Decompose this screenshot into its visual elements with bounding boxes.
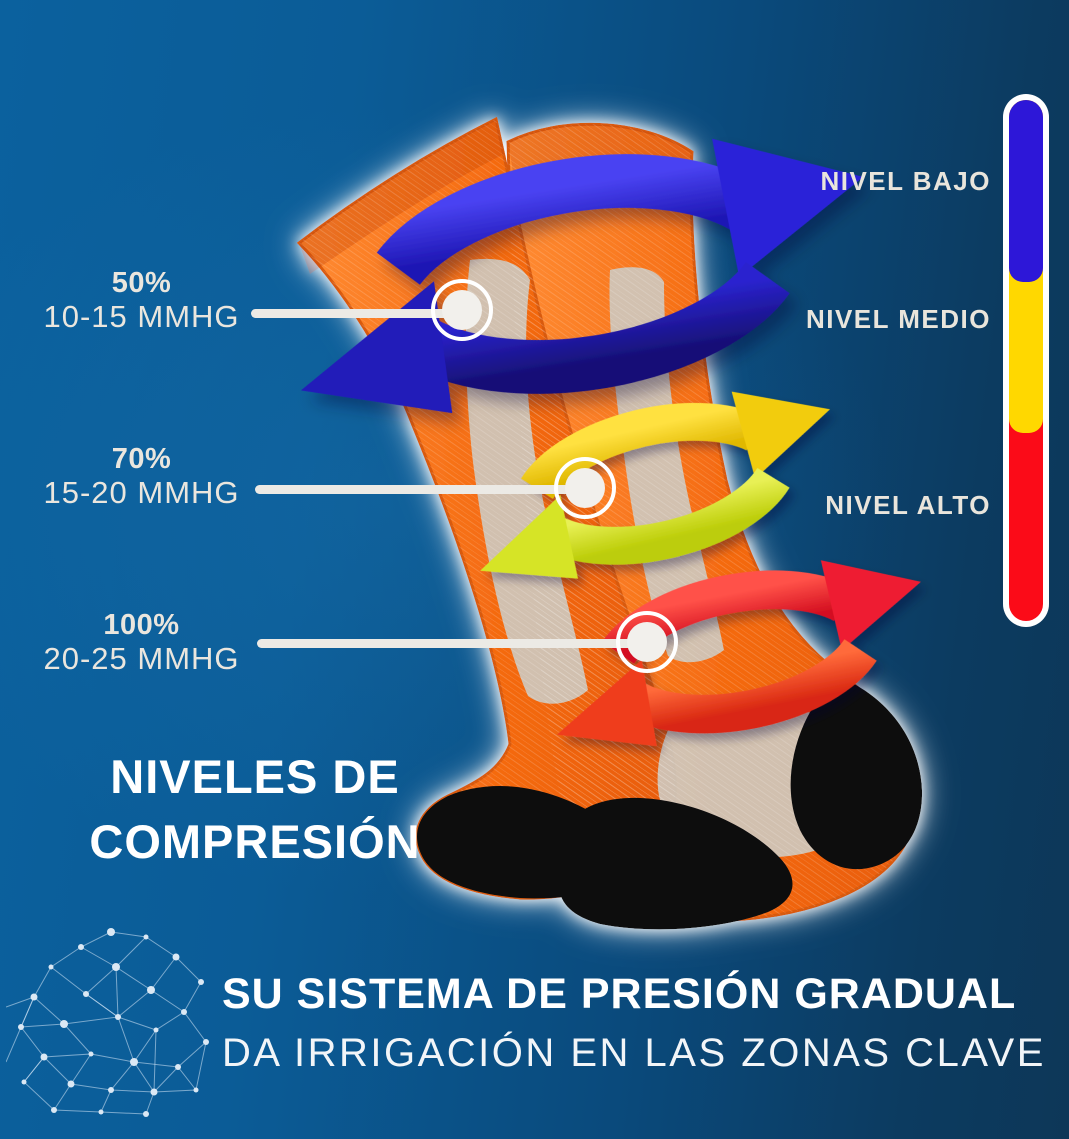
compression-scale-bar <box>1003 94 1049 627</box>
footer-tagline: SU SISTEMA DE PRESIÓN GRADUAL DA IRRIGAC… <box>222 968 1046 1079</box>
point-dot-2 <box>565 468 605 508</box>
point-ring-1 <box>431 279 493 341</box>
footer-line-1: SU SISTEMA DE PRESIÓN GRADUAL <box>222 970 1017 1018</box>
scale-segment-low <box>1009 100 1043 283</box>
pressure-percent: 70% <box>111 443 172 475</box>
footer-line-2: DA IRRIGACIÓN EN LAS ZONAS CLAVE <box>222 1031 1046 1075</box>
sock-toe-back <box>559 797 793 930</box>
arrow-cycle-yellow <box>480 391 830 579</box>
pressure-percent: 50% <box>111 267 172 299</box>
leader-line-2 <box>255 485 588 494</box>
level-label-medium: NIVEL MEDIO <box>805 304 991 334</box>
pressure-range: 10-15 MMHG <box>43 299 240 334</box>
level-label-low: NIVEL BAJO <box>820 166 991 196</box>
pressure-range: 15-20 MMHG <box>43 475 240 510</box>
main-heading: NIVELES DE COMPRESIÓN <box>18 744 492 874</box>
pressure-annotation-3: 100% 20-25 MMHG <box>24 608 259 676</box>
heading-line-2: COMPRESIÓN <box>89 815 421 868</box>
pressure-percent: 100% <box>103 609 180 641</box>
pressure-annotation-1: 50% 10-15 MMHG <box>24 266 259 334</box>
network-decoration <box>6 928 209 1117</box>
leader-line-3 <box>257 639 651 648</box>
sock-heel <box>790 680 923 870</box>
sock-black-parts <box>417 680 923 930</box>
network-nodes <box>18 928 209 1117</box>
level-label-high: NIVEL ALTO <box>825 490 991 520</box>
leader-line-1 <box>251 309 466 318</box>
pressure-range: 20-25 MMHG <box>43 641 240 676</box>
heading-line-1: NIVELES DE <box>110 750 400 803</box>
point-ring-3 <box>616 611 678 673</box>
point-ring-2 <box>554 457 616 519</box>
point-dot-1 <box>442 290 482 330</box>
pressure-annotation-2: 70% 15-20 MMHG <box>24 442 259 510</box>
point-dot-3 <box>627 622 667 662</box>
scale-bar-segments <box>1009 100 1043 621</box>
